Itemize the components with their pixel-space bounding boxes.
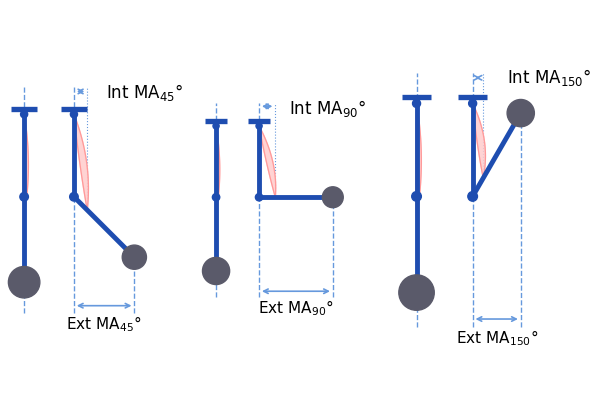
Polygon shape [23, 114, 28, 216]
Polygon shape [416, 104, 421, 218]
Text: Int MA$_{90}$°: Int MA$_{90}$° [289, 98, 367, 119]
Polygon shape [74, 114, 88, 210]
Circle shape [70, 192, 78, 201]
Circle shape [20, 111, 28, 118]
Polygon shape [215, 126, 220, 214]
Circle shape [468, 192, 478, 201]
Circle shape [20, 192, 28, 201]
Circle shape [399, 275, 434, 310]
Polygon shape [473, 104, 485, 178]
Circle shape [70, 111, 77, 118]
Text: Int MA$_{150}$°: Int MA$_{150}$° [507, 66, 592, 88]
Circle shape [469, 100, 476, 108]
Circle shape [8, 266, 40, 298]
Text: Ext MA$_{150}$°: Ext MA$_{150}$° [455, 329, 538, 348]
Circle shape [412, 192, 421, 201]
Text: Ext MA$_{45}$°: Ext MA$_{45}$° [67, 314, 142, 334]
Polygon shape [259, 126, 275, 197]
Circle shape [213, 123, 219, 129]
Circle shape [507, 100, 535, 127]
Circle shape [256, 123, 262, 129]
Circle shape [413, 100, 421, 108]
Circle shape [202, 257, 230, 284]
Circle shape [322, 187, 343, 208]
Circle shape [122, 245, 146, 269]
Text: Int MA$_{45}$°: Int MA$_{45}$° [106, 82, 184, 102]
Circle shape [212, 194, 220, 201]
Circle shape [256, 194, 263, 201]
Text: Ext MA$_{90}$°: Ext MA$_{90}$° [258, 299, 334, 318]
